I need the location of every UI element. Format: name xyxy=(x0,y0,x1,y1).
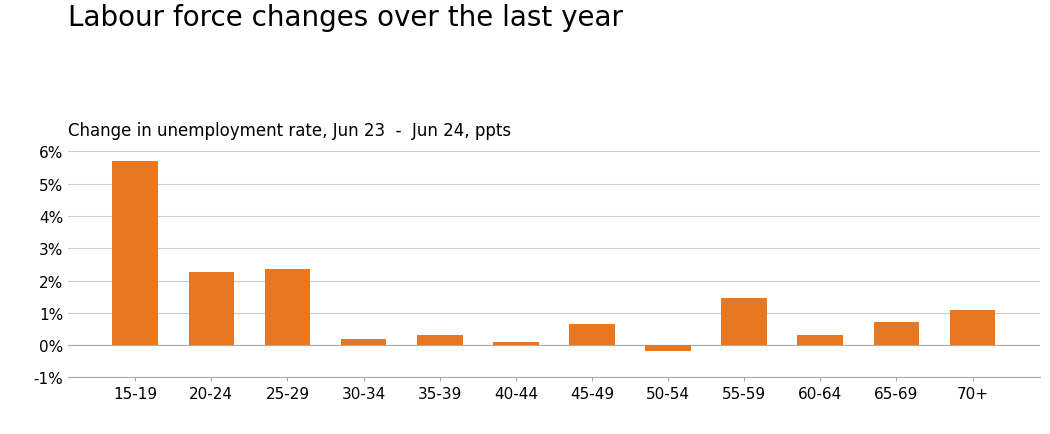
Bar xyxy=(797,335,843,345)
Bar xyxy=(112,161,159,345)
Bar xyxy=(721,299,766,345)
Bar xyxy=(265,270,311,345)
Bar xyxy=(949,310,995,345)
Bar xyxy=(417,335,463,345)
Bar xyxy=(645,345,691,351)
Bar xyxy=(874,322,919,345)
Bar xyxy=(341,339,386,345)
Bar xyxy=(569,324,614,345)
Bar xyxy=(189,273,234,345)
Bar xyxy=(494,342,539,345)
Text: Labour force changes over the last year: Labour force changes over the last year xyxy=(68,4,624,32)
Text: Change in unemployment rate, Jun 23  -  Jun 24, ppts: Change in unemployment rate, Jun 23 - Ju… xyxy=(68,122,511,139)
